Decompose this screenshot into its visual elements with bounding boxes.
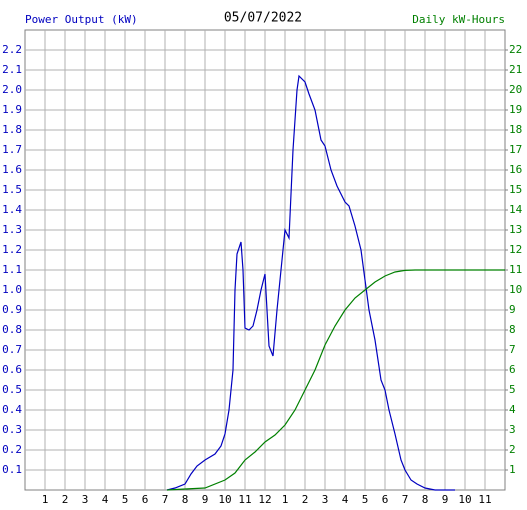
x-tick-label: 8 (422, 493, 429, 506)
y2-tick-label: 5 (509, 383, 516, 396)
x-tick-label: 4 (342, 493, 349, 506)
y-tick-label: 1.9 (2, 103, 22, 116)
x-tick-label: 11 (478, 493, 491, 506)
x-tick-label: 8 (182, 493, 189, 506)
x-tick-label: 3 (322, 493, 329, 506)
y2-tick-label: 14 (509, 203, 523, 216)
x-tick-label: 4 (102, 493, 109, 506)
x-tick-label: 7 (402, 493, 409, 506)
x-tick-label: 9 (442, 493, 449, 506)
y2-tick-label: 6 (509, 363, 516, 376)
x-tick-label: 1 (42, 493, 49, 506)
x-tick-label: 9 (202, 493, 209, 506)
y-tick-label: 0.7 (2, 343, 22, 356)
y-tick-label: 1.5 (2, 183, 22, 196)
y2-tick-label: 16 (509, 163, 522, 176)
x-tick-label: 5 (122, 493, 129, 506)
y2-tick-label: 9 (509, 303, 516, 316)
y-tick-label: 0.6 (2, 363, 22, 376)
y-tick-label: 1.4 (2, 203, 22, 216)
y-tick-label: 1.0 (2, 283, 22, 296)
y-tick-label: 2.0 (2, 83, 22, 96)
right-axis-title: Daily kW-Hours (412, 13, 505, 26)
y2-tick-label: 18 (509, 123, 522, 136)
y2-tick-label: 7 (509, 343, 516, 356)
y-tick-label: 0.2 (2, 443, 22, 456)
y2-tick-label: 1 (509, 463, 516, 476)
y-tick-label: 1.3 (2, 223, 22, 236)
x-tick-label: 11 (238, 493, 251, 506)
y2-tick-label: 22 (509, 43, 522, 56)
x-tick-label: 10 (458, 493, 471, 506)
x-tick-label: 1 (282, 493, 289, 506)
y-tick-label: 0.8 (2, 323, 22, 336)
y-tick-label: 1.1 (2, 263, 22, 276)
data-line (166, 74, 455, 491)
y-tick-label: 1.7 (2, 143, 22, 156)
y2-tick-label: 17 (509, 143, 522, 156)
y-tick-label: 1.6 (2, 163, 22, 176)
y-tick-label: 1.2 (2, 243, 22, 256)
y-tick-label: 2.1 (2, 63, 22, 76)
chart-title: 05/07/2022 (224, 11, 302, 26)
y-tick-label: 0.4 (2, 403, 22, 416)
x-tick-label: 5 (362, 493, 369, 506)
x-tick-label: 10 (218, 493, 231, 506)
x-tick-label: 2 (62, 493, 69, 506)
y-tick-label: 0.9 (2, 303, 22, 316)
y-tick-label: 1.8 (2, 123, 22, 136)
x-tick-label: 6 (382, 493, 389, 506)
left-axis-title: Power Output (kW) (25, 13, 138, 26)
y2-tick-label: 21 (509, 63, 522, 76)
y2-tick-label: 3 (509, 423, 516, 436)
x-tick-label: 6 (142, 493, 149, 506)
y2-tick-label: 19 (509, 103, 522, 116)
y2-tick-label: 15 (509, 183, 522, 196)
y-tick-label: 0.5 (2, 383, 22, 396)
y2-tick-label: 8 (509, 323, 516, 336)
data-line (166, 269, 505, 491)
y-tick-label: 0.3 (2, 423, 22, 436)
y2-tick-label: 11 (509, 263, 522, 276)
x-tick-label: 7 (162, 493, 169, 506)
y-tick-label: 0.1 (2, 463, 22, 476)
y2-tick-label: 20 (509, 83, 522, 96)
y2-tick-label: 2 (509, 443, 516, 456)
y2-tick-label: 12 (509, 243, 522, 256)
x-tick-label: 2 (302, 493, 309, 506)
y2-tick-label: 10 (509, 283, 522, 296)
x-tick-label: 3 (82, 493, 89, 506)
x-tick-label: 12 (258, 493, 271, 506)
y2-tick-label: 13 (509, 223, 522, 236)
y-tick-label: 2.2 (2, 43, 22, 56)
y2-tick-label: 4 (509, 403, 516, 416)
